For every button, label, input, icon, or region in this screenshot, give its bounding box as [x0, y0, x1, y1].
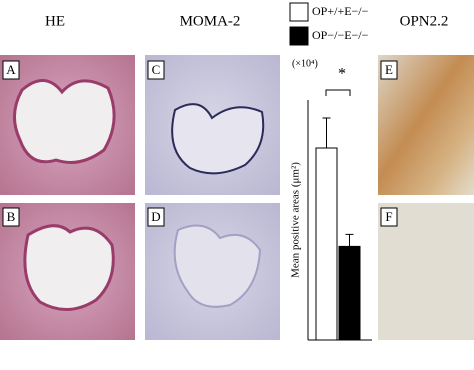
column-title: MOMA-2 — [180, 13, 241, 29]
panel-labels: A B C D E F — [2, 60, 398, 227]
panel-label: F — [385, 209, 392, 224]
legend-swatch — [289, 26, 309, 46]
bar — [338, 245, 361, 341]
image-panel — [0, 203, 135, 340]
image-panel — [145, 203, 280, 340]
legend-label: OP−/−E−/− — [312, 28, 369, 42]
image-panel — [0, 55, 135, 195]
panel-label: D — [151, 209, 160, 224]
panel-label: B — [7, 209, 16, 224]
y-unit: (×10⁴) — [292, 58, 318, 69]
legend-label: OP+/+E−/− — [312, 4, 369, 18]
significance-bracket — [325, 89, 351, 96]
panel-label: C — [152, 62, 161, 77]
column-title: OPN2.2 — [400, 13, 449, 29]
y-axis-label: Mean positive areas (μm²) — [290, 162, 302, 278]
annotation: * — [338, 66, 346, 83]
bar — [315, 147, 338, 341]
panel-label: E — [385, 62, 393, 77]
column-title: HE — [45, 13, 65, 29]
image-panel — [145, 55, 280, 195]
panel-label: A — [6, 62, 16, 77]
legend-swatch — [289, 2, 309, 22]
